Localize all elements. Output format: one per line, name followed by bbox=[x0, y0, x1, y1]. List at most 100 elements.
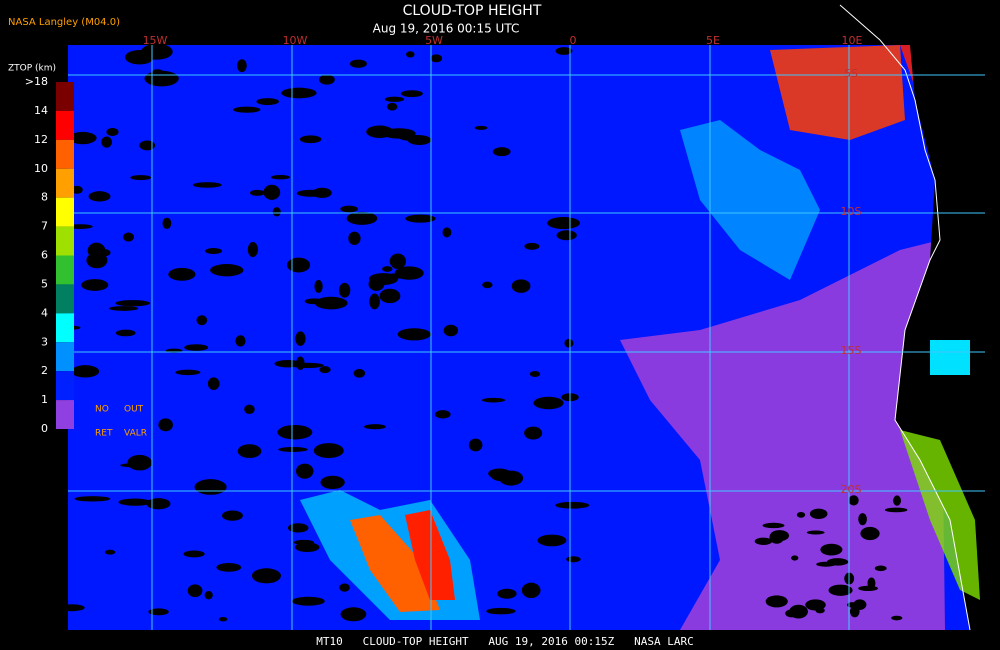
clear-patch bbox=[490, 470, 518, 482]
clear-patch bbox=[88, 191, 111, 202]
clear-patch bbox=[146, 498, 171, 510]
clear-patch bbox=[397, 328, 431, 341]
clear-patch bbox=[293, 539, 315, 545]
clear-patch bbox=[349, 59, 367, 68]
clear-patch bbox=[291, 596, 325, 606]
clear-patch bbox=[249, 189, 265, 196]
colorbar-swatch bbox=[56, 110, 74, 140]
colorbar-label: 6 bbox=[41, 249, 48, 262]
clear-patch bbox=[318, 74, 335, 85]
legend-note: RET bbox=[95, 429, 113, 439]
clear-patch bbox=[486, 607, 516, 615]
clear-patch bbox=[194, 479, 227, 495]
colorbar-swatch bbox=[56, 342, 74, 372]
colorbar-label: 1 bbox=[41, 393, 48, 406]
footer: MT10 CLOUD-TOP HEIGHT AUG 19, 2016 00:15… bbox=[316, 635, 694, 648]
clear-patch bbox=[115, 300, 151, 307]
clear-patch bbox=[382, 128, 416, 139]
subtitle: Aug 19, 2016 00:15 UTC bbox=[373, 22, 520, 36]
clear-patch bbox=[369, 293, 380, 310]
clear-patch bbox=[87, 242, 106, 259]
clear-patch bbox=[148, 608, 169, 616]
source-label: NASA Langley (M04.0) bbox=[8, 17, 120, 28]
clear-patch bbox=[849, 605, 860, 618]
clear-patch bbox=[529, 371, 541, 377]
clear-patch bbox=[204, 591, 213, 600]
clear-patch bbox=[815, 607, 825, 614]
clear-patch bbox=[81, 279, 109, 291]
longitude-label: 5E bbox=[706, 34, 720, 47]
clear-patch bbox=[860, 526, 880, 541]
clear-patch bbox=[338, 282, 351, 298]
clear-patch bbox=[556, 230, 577, 241]
clear-patch bbox=[74, 496, 111, 502]
colorbar-swatch bbox=[56, 168, 74, 198]
clear-patch bbox=[364, 424, 386, 430]
clear-patch bbox=[796, 511, 806, 518]
clear-patch bbox=[340, 205, 358, 213]
latitude-label: 10S bbox=[841, 205, 862, 218]
clear-patch bbox=[891, 615, 903, 621]
clear-patch bbox=[106, 128, 119, 136]
clear-patch bbox=[389, 253, 407, 269]
colorbar-label: 7 bbox=[41, 220, 48, 233]
clear-patch bbox=[287, 257, 311, 273]
longitude-label: 5W bbox=[425, 34, 443, 47]
clear-patch bbox=[566, 556, 581, 563]
clear-patch bbox=[295, 331, 306, 346]
land bbox=[895, 45, 985, 630]
clear-patch bbox=[233, 106, 261, 113]
clear-patch bbox=[237, 444, 262, 459]
clear-patch bbox=[874, 565, 887, 572]
clear-patch bbox=[511, 279, 531, 293]
clear-patch bbox=[555, 501, 590, 509]
colorbar-label: 14 bbox=[34, 104, 48, 117]
clear-patch bbox=[313, 443, 344, 459]
clear-patch bbox=[826, 558, 849, 566]
clear-patch bbox=[820, 543, 843, 556]
clear-patch bbox=[162, 217, 172, 229]
colorbar-label: 12 bbox=[34, 133, 48, 146]
clear-patch bbox=[442, 227, 452, 238]
clear-patch bbox=[555, 47, 573, 55]
clear-patch bbox=[304, 298, 324, 305]
colorbar-label: 2 bbox=[41, 364, 48, 377]
clear-patch bbox=[296, 356, 305, 370]
clear-patch bbox=[210, 264, 244, 277]
clear-patch bbox=[314, 296, 348, 310]
clear-patch bbox=[533, 396, 564, 410]
clear-patch bbox=[205, 248, 223, 254]
coastline bbox=[839, 4, 971, 631]
clear-patch bbox=[809, 508, 828, 520]
cloud-band bbox=[680, 120, 820, 280]
clear-patch bbox=[754, 537, 773, 545]
colorbar-swatch bbox=[56, 139, 74, 169]
longitude-label: 10W bbox=[283, 34, 308, 47]
colorbar-swatch bbox=[56, 197, 74, 227]
clear-patch bbox=[71, 365, 100, 378]
clear-patch bbox=[386, 102, 398, 111]
clear-patch bbox=[339, 583, 350, 592]
clear-patch bbox=[281, 87, 317, 99]
legend-note: VALR bbox=[124, 429, 147, 439]
clear-patch bbox=[244, 404, 255, 415]
clear-patch bbox=[187, 584, 203, 598]
clear-patch bbox=[184, 344, 209, 351]
longitude-label: 10E bbox=[842, 34, 863, 47]
clear-patch bbox=[109, 306, 139, 311]
clear-patch bbox=[68, 131, 97, 145]
clear-patch bbox=[521, 582, 541, 599]
latitude-label: 15S bbox=[841, 344, 862, 357]
clear-patch bbox=[497, 588, 517, 599]
clear-patch bbox=[468, 438, 483, 452]
clear-patch bbox=[406, 51, 415, 58]
clear-patch bbox=[765, 595, 788, 608]
clear-patch bbox=[481, 397, 506, 403]
clear-patch bbox=[144, 70, 179, 87]
clear-patch bbox=[884, 507, 908, 513]
clear-patch bbox=[340, 607, 367, 622]
legend-note: OUT bbox=[124, 405, 144, 415]
colorbar-swatch bbox=[56, 226, 74, 256]
clear-patch bbox=[59, 604, 85, 612]
